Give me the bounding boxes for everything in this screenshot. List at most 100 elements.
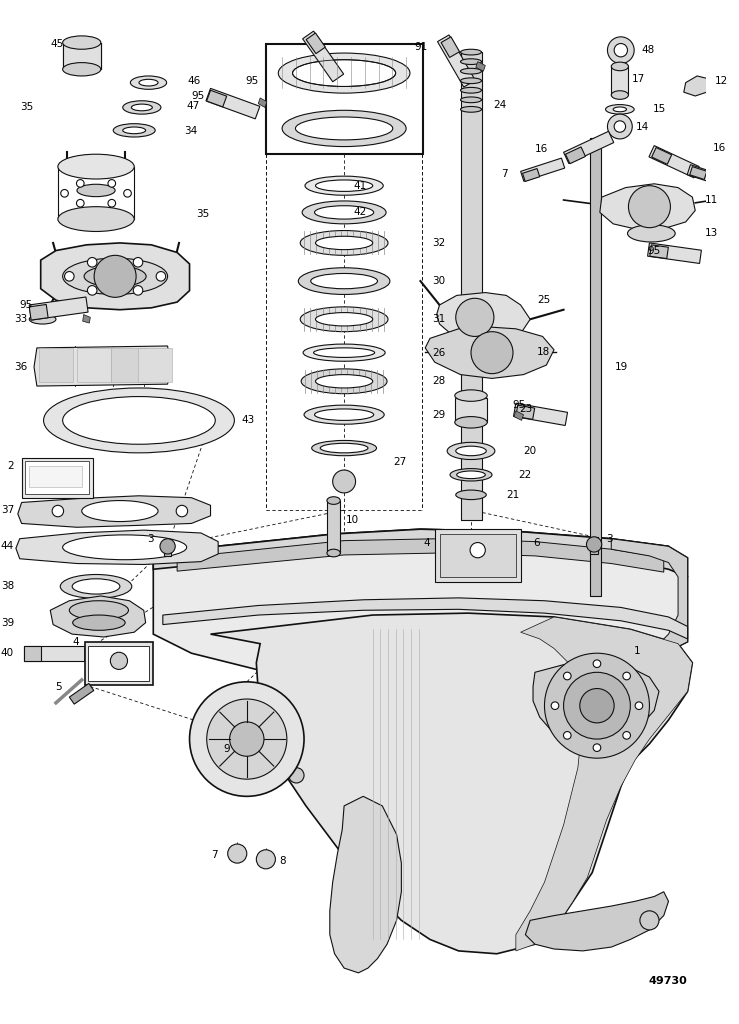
Circle shape: [545, 653, 650, 758]
Text: 43: 43: [241, 416, 254, 425]
Ellipse shape: [77, 184, 115, 197]
Ellipse shape: [58, 207, 134, 231]
Circle shape: [228, 844, 247, 863]
Bar: [207, 90, 227, 106]
Ellipse shape: [63, 62, 101, 76]
Circle shape: [289, 768, 304, 783]
Text: 35: 35: [20, 102, 33, 113]
Polygon shape: [84, 648, 91, 660]
Circle shape: [256, 850, 276, 868]
Polygon shape: [153, 529, 687, 682]
Bar: [266, 44, 423, 155]
Text: 7: 7: [502, 169, 508, 179]
Text: 8: 8: [279, 856, 286, 866]
Text: 15: 15: [653, 104, 667, 115]
Ellipse shape: [316, 180, 372, 191]
Text: 33: 33: [14, 314, 27, 325]
Ellipse shape: [113, 124, 155, 137]
Ellipse shape: [456, 446, 486, 456]
Bar: [138, 348, 172, 382]
Ellipse shape: [132, 104, 152, 111]
Polygon shape: [18, 496, 211, 527]
Ellipse shape: [63, 36, 101, 49]
Ellipse shape: [327, 549, 340, 557]
Ellipse shape: [460, 69, 482, 74]
Ellipse shape: [456, 490, 486, 500]
Circle shape: [614, 43, 627, 57]
Bar: [30, 466, 82, 487]
Ellipse shape: [123, 100, 161, 114]
Text: 41: 41: [354, 180, 367, 190]
Text: 91: 91: [415, 42, 428, 52]
Ellipse shape: [300, 230, 388, 255]
Circle shape: [593, 743, 601, 752]
Polygon shape: [533, 663, 659, 742]
Text: 5: 5: [55, 682, 61, 691]
Circle shape: [628, 185, 670, 227]
Text: 10: 10: [346, 515, 359, 524]
Circle shape: [94, 255, 136, 297]
Ellipse shape: [450, 469, 492, 481]
Polygon shape: [684, 76, 709, 96]
Text: 9: 9: [223, 743, 230, 754]
Circle shape: [614, 121, 626, 132]
Text: 49730: 49730: [649, 977, 687, 986]
Text: 35: 35: [197, 209, 209, 219]
Ellipse shape: [305, 176, 384, 196]
Text: 32: 32: [432, 238, 445, 248]
Text: 14: 14: [636, 122, 650, 131]
Ellipse shape: [72, 579, 120, 594]
Bar: [24, 645, 41, 660]
Ellipse shape: [282, 111, 406, 146]
Circle shape: [123, 189, 132, 198]
Text: 45: 45: [50, 40, 64, 49]
Circle shape: [587, 537, 602, 552]
Text: 46: 46: [188, 76, 201, 86]
Bar: [21, 458, 93, 498]
Polygon shape: [514, 411, 523, 421]
Bar: [441, 37, 460, 57]
Text: 3: 3: [607, 534, 613, 544]
Text: 95: 95: [647, 246, 661, 256]
Bar: [24, 645, 86, 660]
Text: 34: 34: [184, 126, 197, 136]
Text: 28: 28: [432, 376, 445, 386]
Ellipse shape: [315, 206, 374, 219]
Circle shape: [108, 179, 115, 187]
Ellipse shape: [460, 87, 482, 93]
Text: 18: 18: [537, 347, 550, 356]
Polygon shape: [177, 539, 664, 572]
Circle shape: [635, 701, 643, 710]
Ellipse shape: [296, 117, 392, 140]
Bar: [112, 348, 146, 382]
Bar: [564, 131, 614, 164]
Ellipse shape: [300, 307, 388, 332]
Polygon shape: [34, 346, 171, 386]
Ellipse shape: [315, 409, 374, 421]
Polygon shape: [330, 797, 401, 973]
Text: 42: 42: [354, 208, 367, 217]
Ellipse shape: [460, 49, 482, 55]
Ellipse shape: [58, 155, 134, 179]
Bar: [454, 397, 487, 422]
Ellipse shape: [63, 396, 215, 444]
Ellipse shape: [303, 344, 385, 361]
Polygon shape: [476, 61, 486, 72]
Ellipse shape: [130, 76, 166, 89]
Ellipse shape: [293, 59, 395, 86]
Text: 12: 12: [715, 76, 728, 86]
Ellipse shape: [313, 348, 375, 357]
Circle shape: [76, 200, 84, 207]
Circle shape: [61, 189, 69, 198]
Text: 11: 11: [705, 195, 718, 205]
Text: 16: 16: [712, 142, 726, 153]
Circle shape: [456, 298, 494, 337]
Text: 38: 38: [1, 582, 14, 592]
Circle shape: [333, 470, 355, 493]
Ellipse shape: [320, 443, 368, 453]
Circle shape: [110, 652, 128, 670]
Bar: [89, 645, 149, 681]
Ellipse shape: [454, 390, 487, 401]
Text: 4: 4: [423, 539, 430, 549]
Text: 47: 47: [187, 100, 200, 111]
